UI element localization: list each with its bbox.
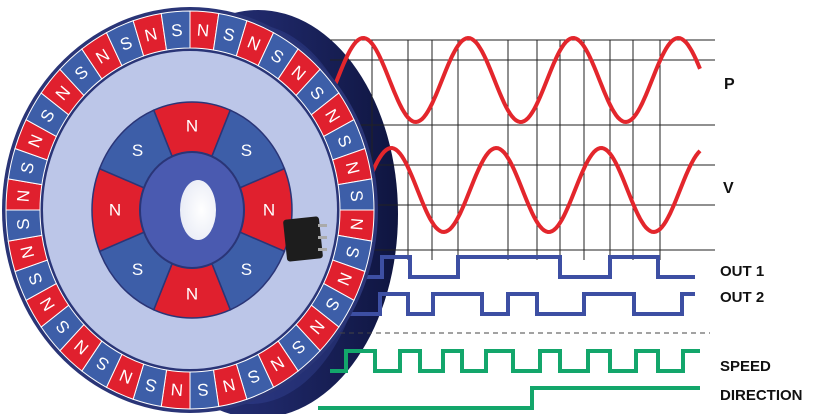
outer-pole-segment: N <box>40 68 85 116</box>
outer-pole-segment: N <box>332 147 373 186</box>
outer-pole-segment: N <box>235 20 275 67</box>
label-out2: OUT 2 <box>720 289 764 306</box>
outer-pole-segment: S <box>337 178 375 211</box>
label-out1: OUT 1 <box>720 263 764 280</box>
outer-pole-segment: S <box>25 92 70 138</box>
outer-pole-label: S <box>221 24 236 45</box>
outer-pole-segment: S <box>81 340 123 389</box>
outer-pole-label: S <box>170 21 183 41</box>
outer-pole-label: N <box>170 379 184 399</box>
outer-pole-label: S <box>14 218 34 231</box>
inner-pole-label: S <box>132 260 143 279</box>
p-sine-waveform <box>328 35 702 125</box>
inner-pole-label: N <box>186 117 198 136</box>
outer-pole-label: N <box>143 24 159 45</box>
outer-pole-label: S <box>342 244 363 259</box>
inner-pole-label: S <box>241 260 252 279</box>
inner-pole-segment: N <box>239 167 293 253</box>
outer-pole-segment: N <box>189 10 220 51</box>
outer-pole-segment: S <box>322 118 366 161</box>
outer-pole-label: N <box>221 374 237 395</box>
outer-pole-label: S <box>197 380 210 400</box>
outer-pole-label: S <box>17 160 38 175</box>
inner-pole-label: N <box>186 285 198 304</box>
out2-square-waveform <box>330 292 695 316</box>
outer-pole-label: N <box>14 189 34 203</box>
outer-pole-segment: S <box>295 68 340 116</box>
label-v: V <box>723 180 734 197</box>
label-speed: SPEED <box>720 358 771 375</box>
inner-magnet-ring: N S N S N S N S <box>91 101 293 319</box>
outer-pole-segment: S <box>40 304 85 352</box>
outer-pole-segment: S <box>212 12 248 57</box>
inner-pole-label: N <box>263 201 275 220</box>
label-p: P <box>724 76 735 93</box>
label-direction: DIRECTION <box>720 387 803 404</box>
signal-waveforms <box>318 35 715 410</box>
outer-pole-segment: S <box>160 10 191 51</box>
outer-pole-label: S <box>143 374 158 395</box>
outer-pole-label: N <box>196 21 210 41</box>
inner-pole-label: N <box>109 201 121 220</box>
outer-pole-segment: N <box>14 118 58 161</box>
outer-pole-label: N <box>17 244 38 260</box>
outer-pole-segment: S <box>5 209 43 242</box>
outer-pole-segment: S <box>277 323 321 372</box>
inner-pole-segment: N <box>152 101 232 158</box>
out1-square-waveform <box>330 255 695 279</box>
inner-pole-label: S <box>241 141 252 160</box>
hall-sensor-chip <box>283 216 327 262</box>
outer-pole-segment: S <box>189 369 220 410</box>
outer-pole-segment: N <box>257 340 299 389</box>
direction-waveform <box>318 386 700 410</box>
outer-pole-segment: S <box>332 234 373 273</box>
center-hole <box>180 180 216 240</box>
inner-pole-label: S <box>132 141 143 160</box>
outer-pole-segment: S <box>7 147 48 186</box>
outer-pole-label: S <box>347 189 367 202</box>
outer-pole-segment: N <box>5 178 43 211</box>
outer-pole-label: N <box>347 217 367 231</box>
outer-pole-label: N <box>342 160 363 176</box>
outer-pole-segment: N <box>212 363 248 408</box>
outer-pole-segment: N <box>337 209 375 242</box>
speed-pulse-waveform <box>330 349 700 373</box>
v-sine-waveform <box>328 145 702 235</box>
